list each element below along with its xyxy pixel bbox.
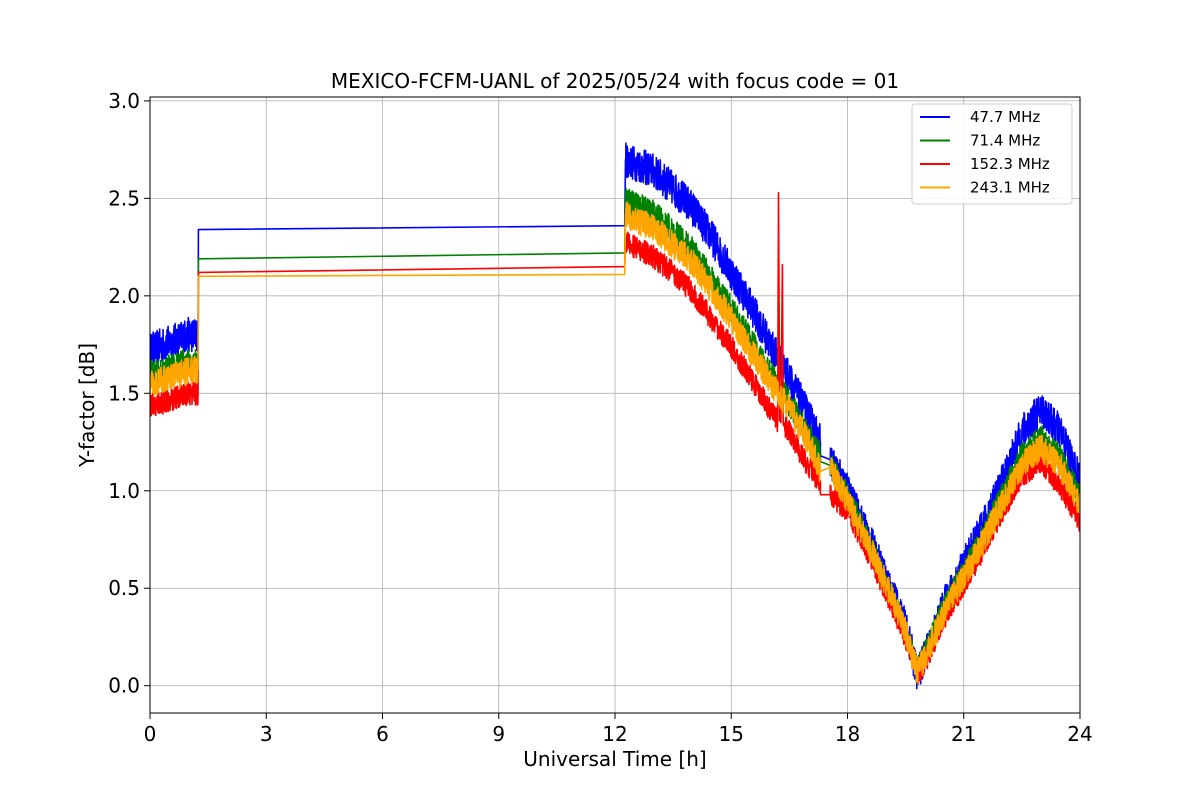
y-tick-label: 1.5: [108, 381, 140, 405]
y-tick-label: 0.5: [108, 576, 140, 600]
x-tick-label: 24: [1067, 722, 1092, 746]
y-tick-label: 0.0: [108, 674, 140, 698]
legend-label: 47.7 MHz: [970, 108, 1040, 126]
y-tick-label: 1.0: [108, 479, 140, 503]
chart-title: MEXICO-FCFM-UANL of 2025/05/24 with focu…: [331, 69, 899, 93]
x-tick-label: 18: [835, 722, 860, 746]
x-tick-label: 15: [719, 722, 744, 746]
y-tick-label: 2.0: [108, 284, 140, 308]
y-tick-label: 3.0: [108, 89, 140, 113]
ticks: 0 3 6 9 12 15 18 21 24 0.0 0.5 1.0 1.5 2.0 2.5 3.0: [108, 89, 1093, 746]
x-tick-label: 6: [376, 722, 389, 746]
legend: 47.7 MHz 71.4 MHz 152.3 MHz 243.1 MHz: [911, 103, 1073, 205]
y-tick-label: 2.5: [108, 186, 140, 210]
legend-label: 152.3 MHz: [970, 155, 1050, 173]
x-tick-label: 12: [602, 722, 627, 746]
legend-label: 71.4 MHz: [970, 132, 1040, 150]
x-tick-label: 0: [144, 722, 157, 746]
series-line: [150, 201, 1080, 684]
x-tick-label: 3: [260, 722, 273, 746]
legend-label: 243.1 MHz: [970, 179, 1050, 197]
series-group: [150, 142, 1080, 690]
legend-box: [911, 103, 1073, 205]
x-axis-label: Universal Time [h]: [523, 747, 706, 771]
y-axis-label: Y-factor [dB]: [75, 343, 99, 468]
x-tick-label: 21: [951, 722, 976, 746]
x-tick-label: 9: [492, 722, 505, 746]
